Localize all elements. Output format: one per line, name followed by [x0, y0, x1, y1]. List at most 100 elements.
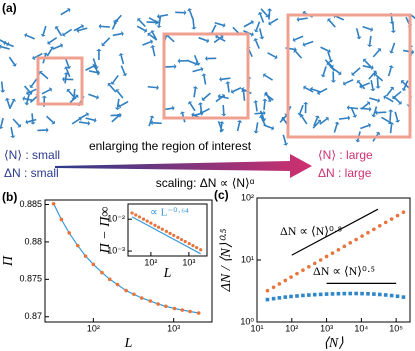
- particle-head: [26, 90, 30, 96]
- particle-arrow: [394, 111, 399, 121]
- particle-head: [292, 37, 296, 43]
- point: [149, 221, 153, 225]
- y-tick-label: 0.87: [24, 311, 42, 321]
- particle-head: [253, 130, 259, 134]
- particle-head: [215, 34, 219, 40]
- particle-arrow: [319, 118, 328, 125]
- particle-head: [265, 13, 270, 18]
- point: [383, 220, 388, 225]
- y-tick-label: 10⁻³: [107, 245, 125, 255]
- point: [188, 309, 192, 314]
- particle-arrow: [344, 78, 354, 85]
- particle-head: [197, 102, 204, 105]
- particle-head: [329, 64, 334, 69]
- particle-arrow: [148, 117, 153, 127]
- particle-head: [274, 54, 278, 60]
- particle-arrow: [350, 106, 356, 116]
- particle-arrow: [268, 10, 271, 20]
- particle-head: [155, 19, 159, 25]
- particle-head: [25, 119, 29, 125]
- particle-head: [118, 53, 124, 56]
- particle-head: [253, 29, 259, 33]
- particle-arrow: [352, 67, 361, 75]
- particle-head: [253, 100, 259, 103]
- particle-arrow: [201, 107, 210, 114]
- region-large: [286, 13, 412, 139]
- particle-head: [230, 89, 235, 94]
- particle-arrow: [327, 51, 332, 61]
- point: [75, 243, 80, 248]
- point: [199, 248, 203, 252]
- particle-arrow: [112, 74, 119, 84]
- particle-head: [6, 41, 10, 47]
- particle-head: [390, 30, 397, 34]
- particle-arrow: [65, 68, 71, 78]
- particle-head: [62, 32, 66, 37]
- particle-head: [121, 31, 124, 37]
- particle-arrow: [360, 124, 370, 130]
- particle-arrow: [364, 59, 372, 68]
- particle-head: [374, 72, 378, 77]
- particle-arrow: [267, 52, 276, 58]
- particle-arrow: [243, 21, 253, 28]
- particle-head: [113, 19, 119, 23]
- particle-head: [156, 25, 162, 29]
- point: [132, 292, 136, 297]
- point: [172, 233, 176, 237]
- particle-arrow: [60, 9, 69, 16]
- particle-head: [389, 86, 395, 91]
- point: [324, 292, 329, 296]
- particle-head: [171, 105, 175, 111]
- particle-arrow: [100, 25, 110, 28]
- particle-arrow: [311, 88, 321, 93]
- particle-head: [366, 44, 373, 48]
- particle-arrow: [313, 117, 319, 127]
- point: [354, 291, 358, 296]
- particle-head: [221, 113, 227, 117]
- particle-head: [71, 97, 77, 101]
- point: [91, 262, 96, 267]
- particle-head: [320, 74, 326, 78]
- particle-arrow: [219, 95, 229, 100]
- particle-arrow: [263, 100, 266, 110]
- point: [312, 261, 317, 266]
- particle-head: [317, 90, 321, 96]
- particle-arrow: [368, 71, 376, 80]
- particle-head: [96, 48, 102, 52]
- scaling-label: scaling: ΔN ∝ ⟨N⟩ᵅ: [156, 176, 255, 190]
- particle-head: [362, 58, 367, 63]
- point: [389, 293, 394, 298]
- right-label: ⟨N⟩ : large: [318, 148, 373, 162]
- particle-head: [303, 101, 309, 105]
- particle-head: [62, 76, 65, 82]
- particle-arrow: [78, 27, 88, 32]
- particle-arrow: [26, 94, 30, 104]
- particle-head: [257, 12, 263, 16]
- point: [196, 311, 201, 315]
- particle-head: [11, 98, 17, 102]
- particle-arrow: [31, 113, 34, 123]
- particle-head: [192, 86, 199, 89]
- x-tick-label: 10³: [167, 323, 180, 333]
- point: [180, 308, 185, 312]
- particle-head: [110, 81, 116, 85]
- particle-head: [184, 9, 187, 16]
- particle-head: [377, 48, 382, 52]
- point: [134, 213, 138, 217]
- particle-arrow: [222, 104, 225, 115]
- particle-arrow: [10, 126, 14, 137]
- particle-head: [191, 27, 197, 30]
- particle-head: [42, 52, 49, 56]
- particle-head: [0, 126, 4, 130]
- gradient-arrow: [55, 154, 312, 178]
- point: [289, 294, 293, 299]
- particle-head: [264, 92, 268, 97]
- particle-head: [24, 32, 28, 38]
- particle-arrow: [42, 25, 47, 35]
- particle-arrow: [48, 36, 58, 44]
- particle-arrow: [12, 118, 20, 127]
- particle-arrow: [301, 115, 308, 125]
- particle-arrow: [116, 98, 120, 108]
- particle-arrow: [73, 25, 83, 32]
- particle-head: [40, 33, 46, 37]
